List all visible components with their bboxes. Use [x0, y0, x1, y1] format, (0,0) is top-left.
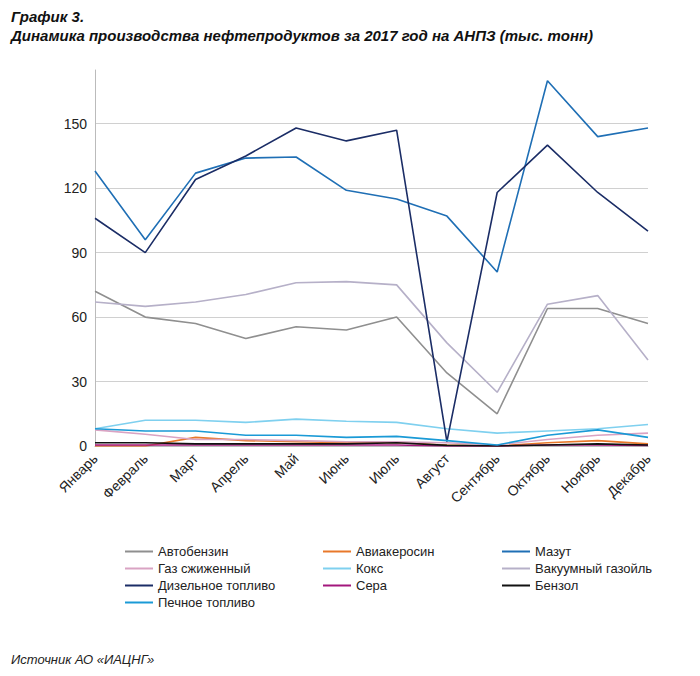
svg-text:Динамика производства нефтепро: Динамика производства нефтепродуктов за … [9, 27, 593, 44]
svg-text:120: 120 [64, 180, 88, 196]
svg-text:90: 90 [71, 245, 87, 261]
svg-text:30: 30 [71, 374, 87, 390]
svg-text:150: 150 [64, 116, 88, 132]
svg-text:Вакуумный газойль: Вакуумный газойль [535, 561, 652, 576]
svg-text:Источник АО «ИАЦНГ»: Источник АО «ИАЦНГ» [11, 652, 154, 667]
svg-text:Ноябрь: Ноябрь [558, 450, 604, 496]
svg-text:Апрель: Апрель [207, 450, 252, 495]
svg-text:Июнь: Июнь [316, 450, 352, 486]
svg-text:Газ сжиженный: Газ сжиженный [158, 561, 250, 576]
svg-text:График 3.: График 3. [11, 8, 84, 25]
svg-text:Январь: Январь [55, 450, 100, 495]
svg-text:60: 60 [71, 309, 87, 325]
svg-text:Бензол: Бензол [535, 578, 578, 593]
svg-text:Печное топливо: Печное топливо [158, 595, 255, 610]
svg-text:Февраль: Февраль [99, 450, 151, 502]
svg-text:Октябрь: Октябрь [503, 450, 553, 500]
svg-text:Июль: Июль [366, 450, 403, 487]
svg-text:Кокс: Кокс [356, 561, 384, 576]
svg-text:Мазут: Мазут [535, 544, 571, 559]
svg-text:0: 0 [79, 438, 87, 454]
svg-text:Декабрь: Декабрь [604, 450, 654, 500]
svg-text:Сентябрь: Сентябрь [447, 450, 503, 506]
svg-text:Автобензин: Автобензин [158, 544, 228, 559]
svg-text:Август: Август [411, 450, 452, 491]
svg-text:Май: Май [271, 450, 302, 481]
svg-text:Сера: Сера [356, 578, 388, 593]
svg-text:Дизельное топливо: Дизельное топливо [158, 578, 275, 593]
svg-text:Март: Март [166, 450, 201, 485]
svg-text:Авиакеросин: Авиакеросин [356, 544, 435, 559]
